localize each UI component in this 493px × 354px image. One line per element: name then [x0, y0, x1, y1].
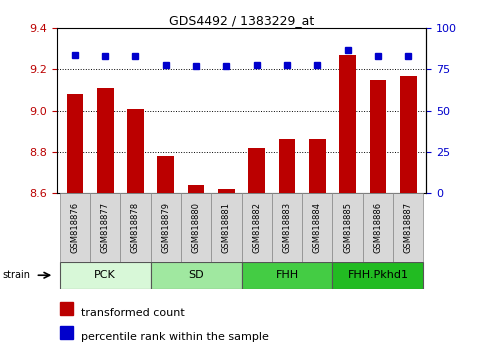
- Bar: [60, 302, 73, 315]
- Text: GSM818878: GSM818878: [131, 202, 140, 253]
- Title: GDS4492 / 1383229_at: GDS4492 / 1383229_at: [169, 14, 314, 27]
- Bar: [400, 76, 417, 193]
- Text: GSM818880: GSM818880: [192, 202, 201, 253]
- Bar: [393, 193, 423, 262]
- Bar: [370, 80, 387, 193]
- Text: GSM818885: GSM818885: [343, 202, 352, 253]
- Bar: [302, 193, 332, 262]
- Text: transformed count: transformed count: [81, 308, 184, 318]
- Bar: [272, 193, 302, 262]
- Text: SD: SD: [188, 270, 204, 280]
- Text: GSM818881: GSM818881: [222, 202, 231, 253]
- Bar: [67, 94, 83, 193]
- Bar: [127, 109, 144, 193]
- Bar: [279, 139, 295, 193]
- Bar: [157, 156, 174, 193]
- Text: GSM818882: GSM818882: [252, 202, 261, 253]
- Text: GSM818887: GSM818887: [404, 202, 413, 253]
- Text: strain: strain: [2, 270, 31, 280]
- Bar: [60, 262, 151, 289]
- Text: GSM818884: GSM818884: [313, 202, 322, 253]
- Bar: [181, 193, 211, 262]
- Bar: [309, 139, 326, 193]
- Bar: [363, 193, 393, 262]
- Text: GSM818876: GSM818876: [70, 202, 79, 253]
- Bar: [332, 262, 423, 289]
- Bar: [211, 193, 242, 262]
- Bar: [120, 193, 151, 262]
- Bar: [90, 193, 120, 262]
- Bar: [97, 88, 113, 193]
- Bar: [151, 262, 242, 289]
- Text: GSM818879: GSM818879: [161, 202, 170, 253]
- Text: FHH.Pkhd1: FHH.Pkhd1: [348, 270, 409, 280]
- Bar: [339, 55, 356, 193]
- Bar: [188, 185, 205, 193]
- Bar: [151, 193, 181, 262]
- Bar: [248, 148, 265, 193]
- Bar: [218, 189, 235, 193]
- Bar: [60, 326, 73, 339]
- Bar: [242, 262, 332, 289]
- Text: GSM818886: GSM818886: [374, 202, 383, 253]
- Text: percentile rank within the sample: percentile rank within the sample: [81, 332, 269, 342]
- Bar: [332, 193, 363, 262]
- Bar: [60, 193, 90, 262]
- Text: GSM818883: GSM818883: [282, 202, 291, 253]
- Bar: [242, 193, 272, 262]
- Text: GSM818877: GSM818877: [101, 202, 109, 253]
- Text: FHH: FHH: [276, 270, 299, 280]
- Text: PCK: PCK: [94, 270, 116, 280]
